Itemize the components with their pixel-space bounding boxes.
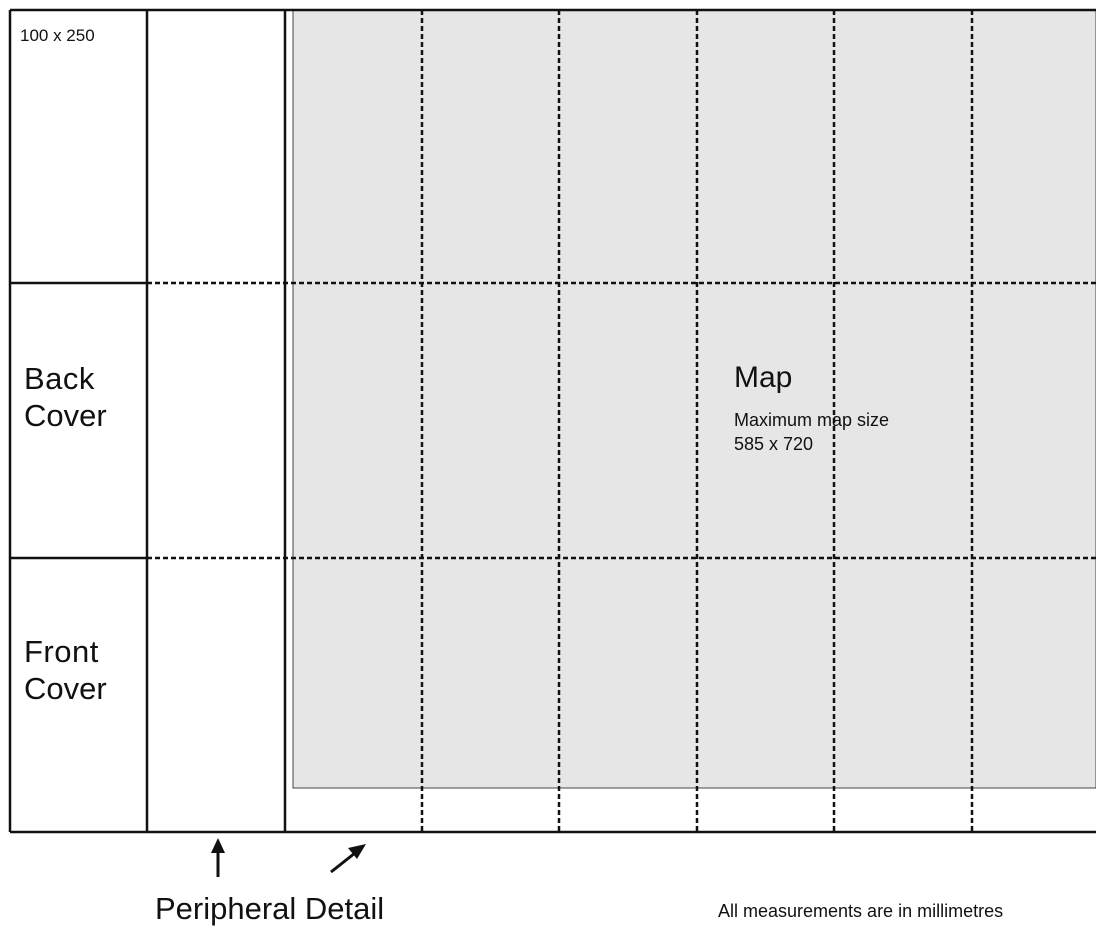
front-cover-line2: Cover [24,671,107,706]
size-label: 100 x 250 [20,26,95,45]
back-cover-label: Back Cover [24,360,107,434]
cover-column-lines [145,10,287,832]
measurement-note: All measurements are in millimetres [718,901,1004,921]
front-cover-line1: Front [24,634,99,669]
horizontal-fold-lines [147,281,1096,560]
diagonal-arrow-icon [330,844,366,874]
map-subtitle-line2: 585 x 720 [734,433,814,454]
map-subtitle-line1: Maximum map size [734,410,890,430]
outer-frame [8,8,1096,834]
vertical-fold-lines [420,10,974,832]
up-arrow-icon [211,838,225,877]
back-cover-line2: Cover [24,398,107,433]
map-title: Map [734,361,793,394]
front-cover-label: Front Cover [24,633,107,707]
map-subtitle: Maximum map size 585 x 720 [734,409,889,457]
back-cover-line1: Back [24,361,95,396]
peripheral-detail-label: Peripheral Detail [155,891,385,926]
cover-row-lines [10,281,147,560]
map-area [292,9,1096,789]
